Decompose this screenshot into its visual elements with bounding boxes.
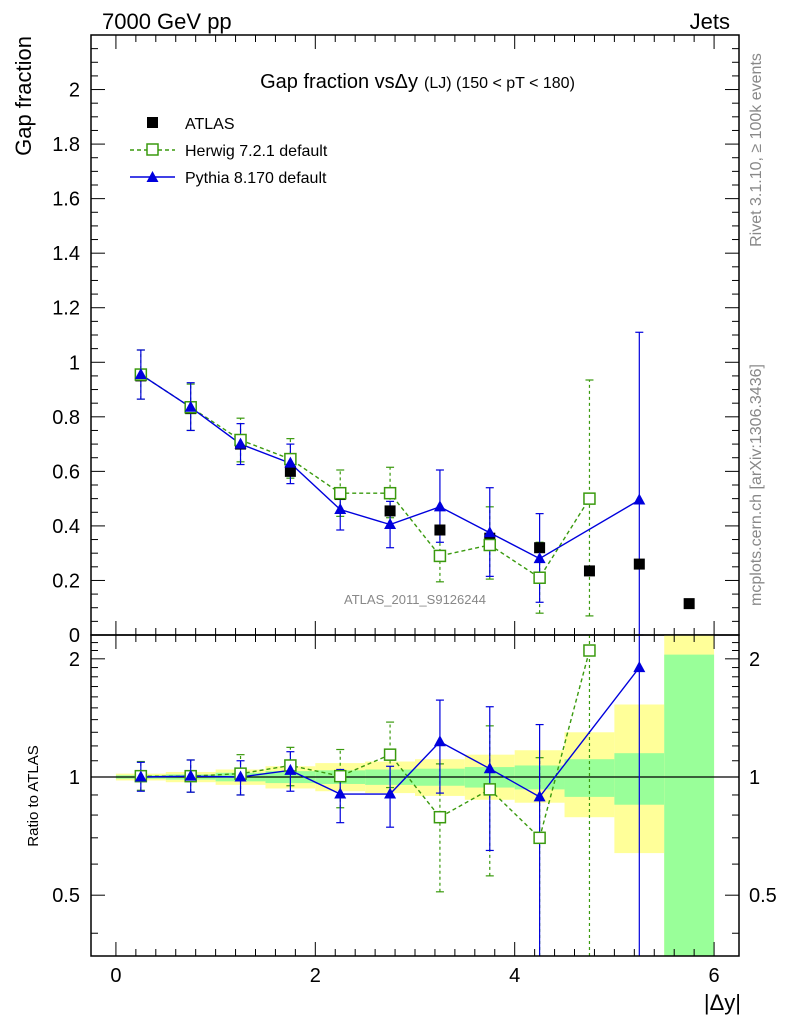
pythia-point [184, 400, 197, 412]
ratio-band-green [664, 654, 715, 956]
atlas-point [683, 598, 695, 610]
pythia-point [533, 552, 546, 564]
ratio-ytick-label-right: 1 [749, 767, 760, 789]
ratio-pythia-point [483, 762, 496, 774]
main-panel: ATLAS_2011_S9126244 Gap fraction vsΔy (L… [11, 34, 740, 647]
watermark: ATLAS_2011_S9126244 [344, 592, 486, 607]
main-ytick-label: 0.2 [52, 570, 80, 592]
legend: ATLAS Herwig 7.2.1 default Pythia 8.170 … [130, 116, 328, 187]
ratio-ylabel: Ratio to ATLAS [25, 745, 42, 846]
main-ytick-label: 1.6 [52, 189, 80, 211]
ratio-ytick-label-right: 0.5 [749, 885, 777, 907]
ratio-pythia-line [140, 667, 640, 798]
atlas-point [284, 465, 296, 477]
legend-herwig-label: Herwig 7.2.1 default [185, 143, 328, 160]
herwig-point [483, 538, 497, 552]
ratio-ytick-label: 2 [69, 649, 80, 671]
ratio-panel: 0.5 0.5 1 1 2 2 0 2 4 6 Ratio to ATLAS |Δy| [25, 634, 777, 1015]
title-sub: (LJ) (150 < pT < 180) [424, 75, 575, 92]
pythia-point [633, 493, 646, 505]
main-ytick-label: 0.8 [52, 407, 80, 429]
ratio-pythia-point [433, 735, 446, 747]
ratio-pythia-point [633, 661, 646, 673]
main-ytick-label: 1.8 [52, 134, 80, 156]
ratio-pythia-point [284, 763, 297, 775]
header-right: Jets [690, 9, 730, 34]
ratio-pythia-point [234, 770, 247, 782]
pythia-point [384, 518, 397, 530]
ratio-ytick-label-right: 2 [749, 649, 760, 671]
ratio-pythia-point [334, 787, 347, 799]
herwig-point [583, 492, 596, 505]
main-ytick-label: 0 [69, 625, 80, 647]
header-left: 7000 GeV pp [102, 9, 232, 34]
legend-atlas-marker [147, 117, 158, 128]
ratio-xtick-label: 0 [110, 965, 121, 987]
pythia-point [284, 456, 297, 468]
ratio-pythia-point [134, 770, 147, 782]
atlas-point [583, 565, 595, 577]
rivet-label: Rivet 3.1.10, ≥ 100k events [748, 53, 765, 247]
ratio-pythia-point [533, 790, 546, 802]
atlas-point [384, 505, 396, 517]
ratio-ytick-label: 0.5 [52, 885, 80, 907]
pythia-point [334, 503, 347, 515]
legend-atlas-label: ATLAS [185, 116, 235, 133]
pythia-point [483, 526, 496, 538]
main-title: Gap fraction vsΔy [260, 71, 418, 93]
atlas-point [484, 532, 496, 544]
herwig-line [140, 373, 591, 579]
pythia-point [234, 437, 247, 449]
herwig-point [383, 486, 397, 500]
ratio-pythia-point [184, 769, 197, 781]
ratio-ytick-label: 1 [69, 767, 80, 789]
main-ytick-label: 1 [69, 352, 80, 374]
herwig-point [433, 549, 447, 563]
ratio-herwig-point [383, 748, 397, 761]
main-ytick-label: 0.4 [52, 516, 80, 538]
ratio-herwig-point [333, 769, 347, 783]
ratio-herwig-point [433, 810, 447, 824]
main-ylabel: Gap fraction [11, 36, 36, 156]
ratio-herwig-point [483, 783, 497, 796]
ratio-xtick-label: 4 [509, 965, 520, 987]
ratio-herwig-point [533, 831, 546, 845]
atlas-point [434, 524, 446, 536]
ratio-xlabel: |Δy| [704, 990, 741, 1015]
pythia-line [140, 373, 640, 560]
main-ytick-label: 1.2 [52, 298, 80, 320]
legend-pythia-marker [146, 171, 159, 182]
pythia-point [433, 500, 446, 512]
pythia-point [134, 368, 147, 380]
ratio-herwig-point [583, 644, 596, 657]
ratio-band-green [564, 759, 615, 797]
mcplots-label: mcplots.cern.ch [arXiv:1306.3436] [748, 364, 765, 606]
ratio-xtick-label: 2 [310, 965, 321, 987]
ratio-herwig-line [140, 650, 591, 840]
main-ytick-label: 2 [69, 80, 80, 102]
title-main: Gap fraction vsΔy [260, 71, 418, 93]
atlas-point [633, 558, 645, 570]
herwig-point [333, 486, 347, 500]
herwig-point [533, 571, 546, 584]
legend-pythia-label: Pythia 8.170 default [185, 170, 327, 187]
ratio-pythia-point [384, 787, 397, 799]
main-ytick-label: 1.4 [52, 243, 80, 265]
ratio-xtick-label: 6 [709, 965, 720, 987]
main-ytick-label: 0.6 [52, 461, 80, 483]
legend-herwig-marker [146, 143, 159, 156]
atlas-point [534, 542, 546, 554]
